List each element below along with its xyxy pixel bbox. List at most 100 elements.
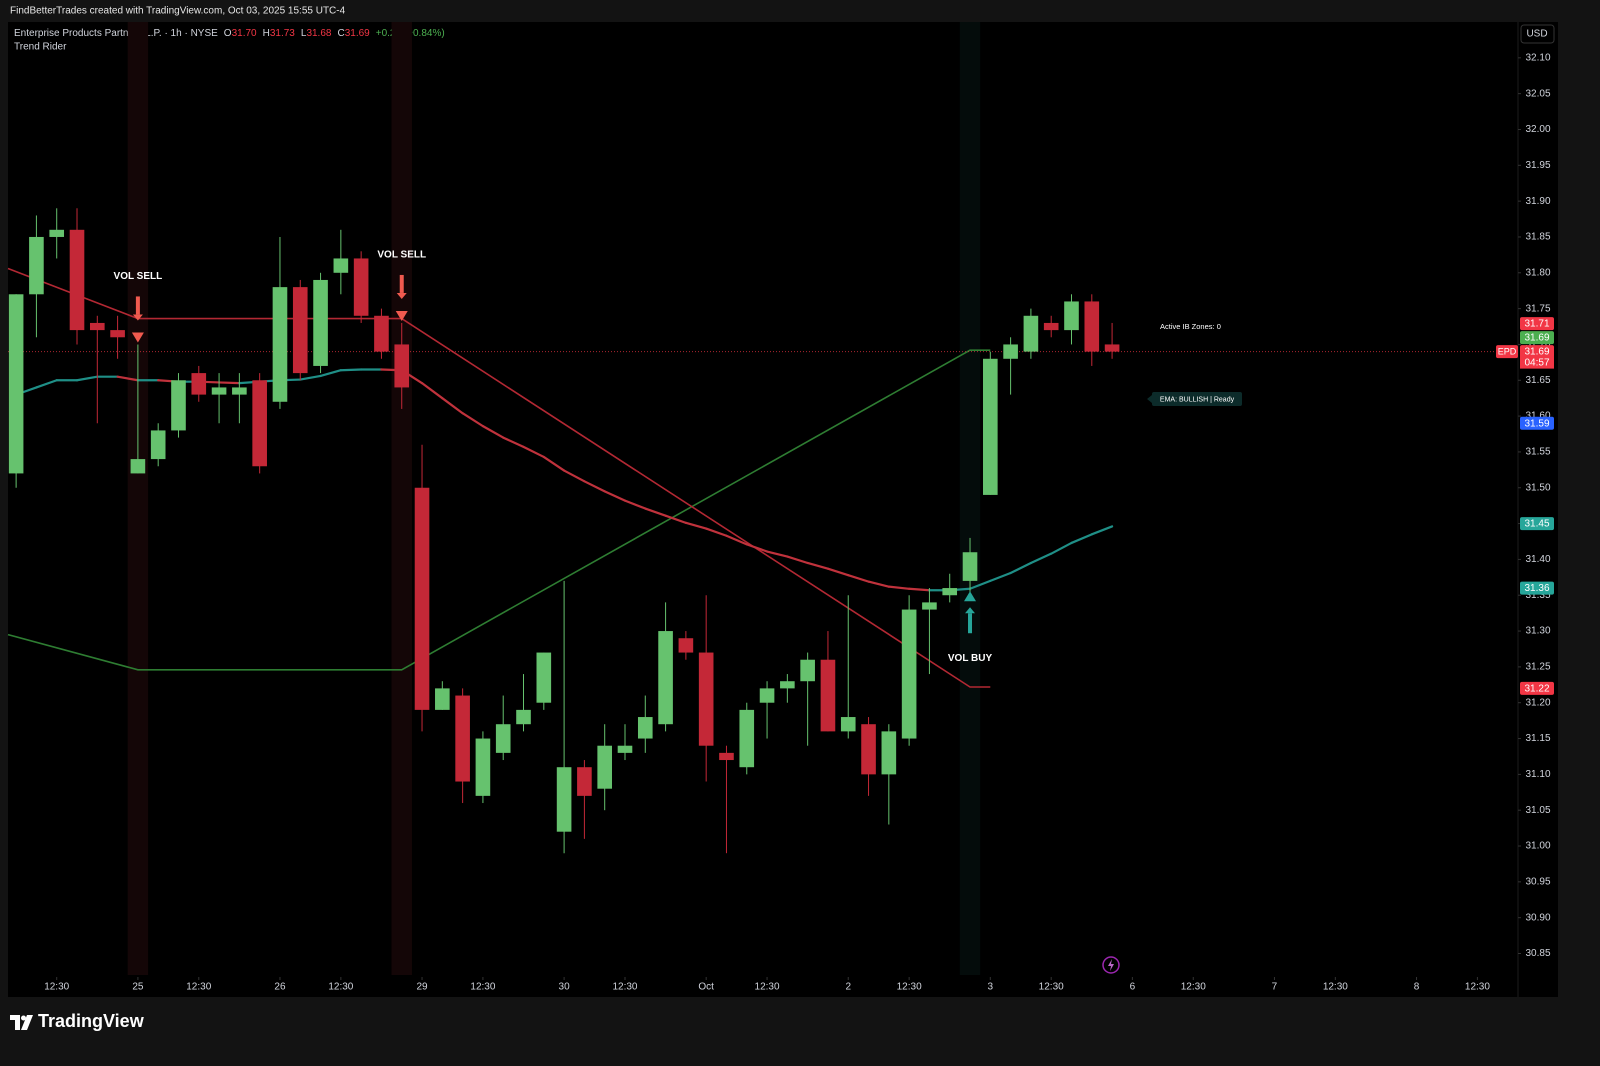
candle-body xyxy=(983,358,998,495)
candle-body xyxy=(353,258,369,316)
candle-body xyxy=(171,380,186,431)
y-tick-label: 31.70 xyxy=(1525,339,1550,350)
ema-segment xyxy=(217,381,241,385)
candle-body xyxy=(719,752,734,761)
candle-body xyxy=(881,731,897,775)
candle-body xyxy=(1003,344,1018,359)
price-badge-label: 31.71 xyxy=(1524,319,1549,330)
candle-body xyxy=(1023,315,1039,352)
candle-body xyxy=(435,688,450,710)
symbol-name: Enterprise Products Partners L.P. · 1h ·… xyxy=(14,28,218,39)
candle-body xyxy=(698,652,714,746)
price-badge xyxy=(1520,331,1554,345)
candle-body xyxy=(1064,301,1079,331)
ema-segment xyxy=(522,445,545,459)
logo-text: TradingView xyxy=(38,1011,145,1031)
y-tick-label: 32.10 xyxy=(1525,52,1550,63)
ema-segment xyxy=(745,543,769,553)
signal-triangle xyxy=(964,591,977,602)
candle-body xyxy=(394,344,410,388)
ema-segment xyxy=(623,499,647,510)
last-price-badge xyxy=(1520,345,1554,359)
ema-segment xyxy=(705,527,728,537)
ema-segment xyxy=(319,369,342,378)
signal-shade xyxy=(127,22,149,975)
signal-label: VOL BUY xyxy=(948,653,993,664)
signal-arrow-head xyxy=(965,607,976,614)
signal-label: VOL SELL xyxy=(377,250,426,261)
currency-button[interactable] xyxy=(1520,24,1555,44)
x-tick-label: 12:30 xyxy=(897,982,922,993)
ema-segment xyxy=(461,412,485,428)
candle-body xyxy=(1104,344,1120,352)
ema-segment xyxy=(1090,525,1114,536)
ema-segment xyxy=(725,534,748,546)
y-tick-label: 31.35 xyxy=(1525,590,1550,601)
ohlc-value: 31.70 xyxy=(232,28,257,39)
y-tick-label: 31.50 xyxy=(1525,482,1550,493)
ema-segment xyxy=(441,397,464,415)
lightning-icon[interactable] xyxy=(1102,956,1120,974)
ema-segment xyxy=(563,469,586,483)
y-tick-label: 31.40 xyxy=(1525,554,1550,565)
price-badge xyxy=(1520,517,1554,531)
symbol-badge xyxy=(1496,345,1518,359)
y-tick-label: 30.90 xyxy=(1525,912,1550,923)
ema-segment xyxy=(75,375,99,382)
candle-body xyxy=(759,688,775,703)
y-tick-label: 31.80 xyxy=(1525,267,1550,278)
signal-arrow-shaft xyxy=(135,296,140,315)
signal-label: VOL SELL xyxy=(114,271,163,282)
price-badge xyxy=(1520,681,1554,695)
price-badge xyxy=(1520,581,1554,595)
candle-body xyxy=(942,588,958,596)
candle-body xyxy=(150,430,166,460)
candle-body xyxy=(333,258,349,273)
ema-segment xyxy=(299,374,322,381)
signal-arrow-shaft xyxy=(399,274,404,293)
ema-segment xyxy=(583,480,606,493)
y-tick-label: 31.05 xyxy=(1525,805,1550,816)
y-tick-label: 31.30 xyxy=(1525,626,1550,637)
candle-body xyxy=(211,387,227,395)
candle-body xyxy=(678,638,694,653)
ema-segment xyxy=(339,368,363,372)
candle-body xyxy=(840,717,856,732)
y-tick-label: 31.60 xyxy=(1525,411,1550,422)
ema-segment xyxy=(826,567,850,577)
x-tick-label: 12:30 xyxy=(328,982,353,993)
signal-shade xyxy=(959,22,981,975)
x-tick-label: 3 xyxy=(988,982,994,993)
candle-body xyxy=(110,330,125,338)
candle-body xyxy=(292,287,308,374)
lightning-bolt xyxy=(1108,959,1114,971)
price-badge-label: 31.36 xyxy=(1524,583,1549,594)
candle-body xyxy=(49,229,65,237)
y-tick-label: 31.20 xyxy=(1525,697,1550,708)
candle-body xyxy=(800,659,815,682)
candle-body xyxy=(495,724,511,753)
candle-body xyxy=(69,229,85,331)
countdown: 04:57 xyxy=(1524,358,1549,369)
candle-body xyxy=(272,287,288,402)
candle-body xyxy=(1043,322,1059,331)
currency[interactable]: USD xyxy=(1526,29,1547,40)
ema-segment xyxy=(542,455,566,472)
y-tick-label: 31.25 xyxy=(1525,662,1550,673)
y-tick-label: 31.10 xyxy=(1525,769,1550,780)
candle-body xyxy=(617,745,633,753)
signal-arrow-head xyxy=(132,314,143,321)
ema-status-box xyxy=(1152,392,1242,406)
ema-segment xyxy=(847,574,870,583)
ema-status-label: EMA: BULLISH | Ready xyxy=(1160,396,1235,403)
candle-body xyxy=(191,373,207,395)
price-badge xyxy=(1520,416,1554,430)
indicator-name: Trend Rider xyxy=(14,42,67,53)
candle-body xyxy=(8,294,24,474)
candle-body xyxy=(556,767,572,832)
symbol-badge-label: EPD xyxy=(1498,346,1517,356)
y-tick-label: 31.65 xyxy=(1525,375,1550,386)
candle-body xyxy=(475,738,491,796)
ohlc-value: 31.73 xyxy=(270,28,295,39)
candle-body xyxy=(658,631,673,725)
